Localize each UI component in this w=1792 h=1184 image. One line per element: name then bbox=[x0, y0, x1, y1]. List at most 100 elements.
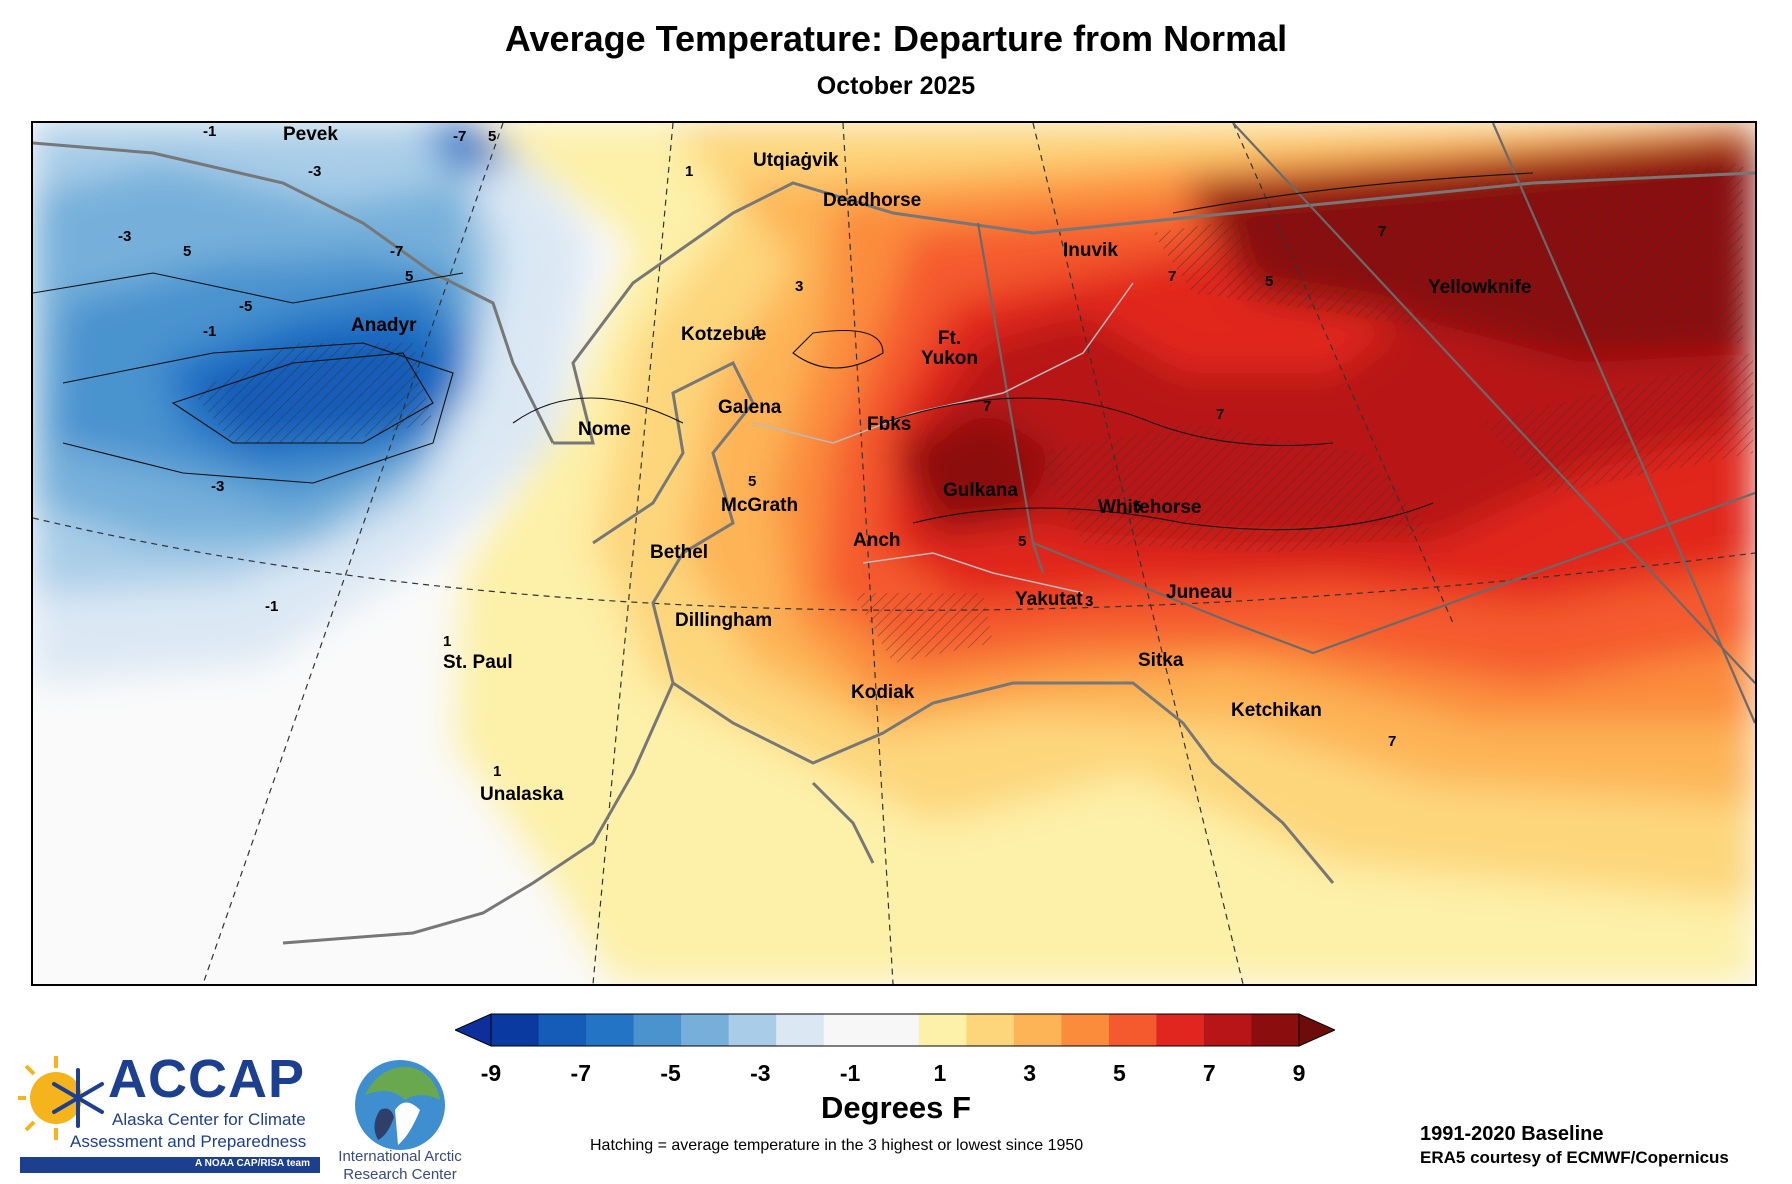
legend-tick-label: 1 bbox=[933, 1060, 947, 1086]
city-dillingham: Dillingham bbox=[675, 611, 772, 631]
contour-label: 3 bbox=[795, 278, 804, 295]
legend-min-arrow bbox=[455, 1013, 492, 1047]
legend-swatch bbox=[538, 1014, 587, 1046]
accap-sun-snowflake-icon bbox=[18, 1056, 104, 1140]
city-label: Unalaska bbox=[480, 784, 564, 805]
legend-tick-label: -1 bbox=[839, 1060, 861, 1086]
accap-line-1: Alaska Center for Climate bbox=[112, 1110, 306, 1129]
contour-label: -7 bbox=[390, 243, 404, 260]
legend-tick-label: 3 bbox=[1023, 1060, 1037, 1086]
city-sitka: Sitka bbox=[1138, 651, 1183, 671]
legend-swatch bbox=[823, 1014, 872, 1046]
city-anchorage: Anch bbox=[853, 531, 901, 551]
legend-tick-label: 9 bbox=[1292, 1060, 1306, 1086]
contour-label: -3 bbox=[308, 163, 322, 180]
accap-line-2: Assessment and Preparedness bbox=[70, 1132, 307, 1151]
contour-label: 5 bbox=[488, 128, 497, 145]
legend-swatch bbox=[1203, 1014, 1252, 1046]
contour-label: -1 bbox=[265, 598, 279, 615]
contour-label: 1 bbox=[493, 763, 502, 780]
legend-max-arrow bbox=[1298, 1013, 1335, 1047]
contour-label: 5 bbox=[405, 268, 414, 285]
city-label: Anadyr bbox=[351, 315, 417, 336]
iarc-line-1: International Arctic bbox=[338, 1148, 462, 1165]
temperature-anomaly-map: -1 -7 5 -3 -3 5 -7 5 -5 -1 -3 -1 1 3 1 5… bbox=[31, 121, 1757, 986]
city-label: McGrath bbox=[721, 495, 799, 516]
city-gulkana: Gulkana bbox=[943, 481, 1018, 501]
legend-swatch bbox=[1108, 1014, 1157, 1046]
contour-label: 3 bbox=[1085, 593, 1094, 610]
contour-label: 7 bbox=[1216, 406, 1225, 423]
city-label: Yakutat bbox=[1015, 589, 1083, 610]
city-deadhorse: Deadhorse bbox=[823, 191, 921, 211]
city-fairbanks: Fbks bbox=[867, 415, 911, 435]
legend-swatch bbox=[966, 1014, 1015, 1046]
contour-label: 5 bbox=[1265, 273, 1274, 290]
contour-label: -7 bbox=[453, 128, 467, 145]
city-ketchikan: Ketchikan bbox=[1231, 701, 1322, 721]
data-credit: ERA5 courtesy of ECMWF/Copernicus bbox=[1420, 1148, 1729, 1167]
city-ft-yukon: Ft. Yukon bbox=[921, 329, 978, 369]
legend-tick-label: -7 bbox=[570, 1060, 591, 1086]
city-whitehorse: Whitehorse bbox=[1098, 498, 1201, 518]
contour-label: -3 bbox=[211, 478, 225, 495]
city-galena: Galena bbox=[718, 398, 781, 418]
contour-label: 5 bbox=[183, 243, 192, 260]
legend-tick-label: 5 bbox=[1113, 1060, 1126, 1086]
city-label: Anch bbox=[853, 530, 901, 551]
legend-swatch bbox=[491, 1014, 540, 1046]
legend-swatch bbox=[871, 1014, 920, 1046]
map-fill bbox=[33, 123, 1755, 984]
city-label: Sitka bbox=[1138, 650, 1184, 671]
city-label: Juneau bbox=[1166, 582, 1233, 603]
city-label: Yellowknife bbox=[1428, 277, 1532, 298]
city-yakutat: Yakutat bbox=[1015, 590, 1083, 610]
city-label: Ft. Yukon bbox=[921, 328, 979, 369]
contour-label: 5 bbox=[1018, 533, 1027, 550]
legend-swatch bbox=[1251, 1014, 1300, 1046]
city-juneau: Juneau bbox=[1166, 583, 1233, 603]
city-kotzebue: Kotzebue bbox=[681, 325, 767, 345]
legend-swatch bbox=[586, 1014, 635, 1046]
city-label: Deadhorse bbox=[823, 190, 922, 211]
accap-bar: A NOAA CAP/RISA team bbox=[20, 1157, 320, 1173]
contour-label: -3 bbox=[118, 228, 132, 245]
city-label: Utqiaġvik bbox=[753, 150, 839, 171]
city-label: Pevek bbox=[283, 124, 338, 145]
city-unalaska: Unalaska bbox=[480, 785, 563, 805]
city-label: Dillingham bbox=[675, 610, 773, 631]
city-anadyr: Anadyr bbox=[351, 316, 416, 336]
legend-swatch bbox=[681, 1014, 730, 1046]
contour-label: 1 bbox=[753, 323, 762, 340]
city-kodiak: Kodiak bbox=[851, 683, 914, 703]
accap-logo-text: ACCAP bbox=[108, 1049, 306, 1109]
iarc-globe-icon bbox=[355, 1060, 445, 1150]
city-mcgrath: McGrath bbox=[721, 496, 798, 516]
city-label: Kodiak bbox=[851, 682, 915, 703]
city-yellowknife: Yellowknife bbox=[1428, 278, 1531, 298]
legend-swatch bbox=[1156, 1014, 1205, 1046]
legend-swatch bbox=[633, 1014, 682, 1046]
city-label: Inuvik bbox=[1063, 240, 1118, 261]
legend-swatch bbox=[728, 1014, 777, 1046]
map-subtitle: October 2025 bbox=[816, 72, 976, 100]
city-label: Ketchikan bbox=[1231, 700, 1322, 721]
contour-label: 7 bbox=[1388, 733, 1397, 750]
legend-swatch bbox=[1061, 1014, 1110, 1046]
city-utqiagvik: Utqiaġvik bbox=[753, 151, 839, 171]
contour-label: 7 bbox=[1378, 223, 1387, 240]
city-label: Kotzebue bbox=[681, 324, 767, 345]
legend-swatch bbox=[776, 1014, 825, 1046]
city-label: Bethel bbox=[650, 542, 709, 563]
city-label: St. Paul bbox=[443, 652, 513, 673]
legend-tick-label: 7 bbox=[1202, 1060, 1216, 1086]
city-label: Fbks bbox=[867, 414, 912, 435]
legend-title: Degrees F bbox=[821, 1090, 971, 1125]
city-st-paul: St. Paul bbox=[443, 653, 513, 673]
contour-label: 1 bbox=[685, 163, 694, 180]
baseline-note: 1991-2020 Baseline bbox=[1420, 1123, 1604, 1145]
color-scale-bar bbox=[455, 1013, 1335, 1047]
legend-swatch bbox=[918, 1014, 967, 1046]
contour-label: 5 bbox=[1133, 498, 1142, 515]
legend-tick-label: -3 bbox=[750, 1060, 771, 1086]
